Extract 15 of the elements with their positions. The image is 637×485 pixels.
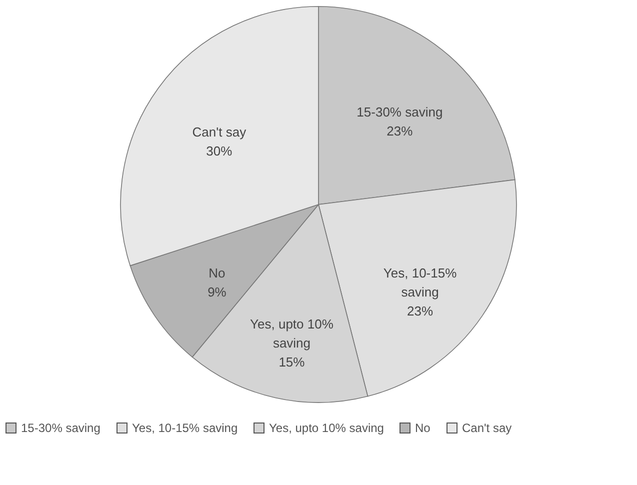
slice-label: Yes, 10-15% saving — [383, 266, 458, 300]
data-label: 9% — [208, 284, 227, 300]
slice-label: Yes, upto 10% saving — [250, 316, 334, 350]
legend-label: 15-30% saving — [21, 421, 100, 435]
legend-label: Yes, upto 10% saving — [269, 421, 384, 435]
slice-label: 15-30% saving — [356, 104, 443, 120]
data-label: 30% — [206, 143, 233, 158]
legend-label: No — [415, 421, 431, 435]
slice-label: Can't say — [192, 124, 247, 140]
legend-label: Yes, 10-15% saving — [132, 421, 238, 435]
legend-label: Can't say — [462, 421, 512, 435]
data-label: 15% — [278, 354, 306, 370]
data-label: 23% — [407, 304, 434, 318]
slice-label: No — [208, 266, 226, 280]
data-label: 23% — [386, 123, 414, 138]
